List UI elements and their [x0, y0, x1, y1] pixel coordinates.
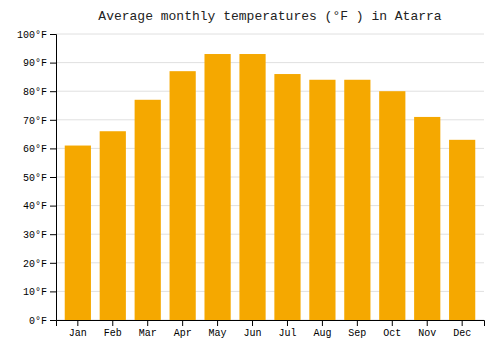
x-tick-mark	[252, 320, 253, 326]
x-tick: Aug	[313, 320, 331, 339]
x-tick: Apr	[174, 320, 192, 339]
y-tick-mark	[50, 63, 56, 64]
bar	[274, 74, 300, 320]
y-tick: 70°F	[23, 116, 56, 127]
x-tick-label: Jun	[244, 328, 262, 339]
x-tick: Mar	[139, 320, 157, 339]
x-tick: Dec	[453, 320, 471, 339]
y-tick-label: 0°F	[29, 316, 47, 327]
y-tick-mark	[50, 177, 56, 178]
y-tick-mark	[50, 263, 56, 264]
x-tick-label: Aug	[313, 328, 331, 339]
y-tick-mark	[50, 34, 56, 35]
bar	[65, 146, 91, 320]
y-tick-mark	[50, 291, 56, 292]
x-tick-mark	[462, 320, 463, 326]
x-tick-label: Jan	[69, 328, 87, 339]
chart-title: Average monthly temperatures (°F ) in At…	[98, 9, 441, 24]
x-tick: Feb	[104, 320, 122, 339]
y-axis-line	[50, 35, 57, 321]
bar	[414, 117, 440, 320]
y-tick: 30°F	[23, 230, 56, 241]
bar	[204, 54, 230, 320]
x-tick-label: Apr	[174, 328, 192, 339]
bar	[170, 71, 196, 320]
x-tick-label: Sep	[348, 328, 366, 339]
x-tick-mark	[427, 320, 428, 326]
x-tick-mark	[357, 320, 358, 326]
y-tick-mark	[50, 148, 56, 149]
y-tick-label: 80°F	[23, 87, 47, 98]
x-tick-mark	[112, 320, 113, 326]
x-tick-label: Mar	[139, 328, 157, 339]
x-tick-mark	[322, 320, 323, 326]
bar	[100, 131, 126, 320]
y-tick: 20°F	[23, 259, 56, 270]
y-tick: 100°F	[17, 30, 56, 41]
grid-line	[56, 91, 484, 92]
x-tick: Oct	[383, 320, 401, 339]
y-tick: 40°F	[23, 201, 56, 212]
bars	[65, 54, 476, 320]
y-tick-label: 100°F	[17, 30, 47, 41]
y-tick: 50°F	[23, 173, 56, 184]
x-tick-mark	[217, 320, 218, 326]
x-tick-label: Nov	[418, 328, 436, 339]
x-tick-label: Oct	[383, 328, 401, 339]
y-tick-label: 90°F	[23, 58, 47, 69]
y-tick-mark	[50, 91, 56, 92]
y-tick: 60°F	[23, 144, 56, 155]
x-tick-mark	[287, 320, 288, 326]
bar	[135, 100, 161, 320]
y-tick: 80°F	[23, 87, 56, 98]
y-tick-label: 10°F	[23, 287, 47, 298]
grid-line	[56, 34, 484, 35]
y-tick-label: 70°F	[23, 116, 47, 127]
bar	[379, 91, 405, 320]
x-axis-line	[57, 321, 485, 327]
x-tick-label: May	[209, 328, 227, 339]
x-tick-mark	[182, 320, 183, 326]
chart-container: Average monthly temperatures (°F ) in At…	[0, 0, 500, 350]
bar	[344, 80, 370, 320]
chart-svg: Average monthly temperatures (°F ) in At…	[0, 0, 500, 350]
y-tick: 10°F	[23, 287, 56, 298]
x-tick: Sep	[348, 320, 366, 339]
x-tick: Jun	[244, 320, 262, 339]
grid	[56, 34, 484, 320]
x-tick: Jul	[278, 320, 296, 339]
y-tick: 90°F	[23, 58, 56, 69]
plot-area: Jan Feb Mar Apr May Jun Jul Aug Sep Oct Nov Dec 0°F 1…	[17, 30, 485, 339]
y-tick-label: 40°F	[23, 201, 47, 212]
y-tick-label: 30°F	[23, 230, 47, 241]
x-tick-label: Jul	[278, 328, 296, 339]
x-tick: Nov	[418, 320, 436, 339]
y-tick-label: 50°F	[23, 173, 47, 184]
y-axis: 0°F 10°F 20°F 30°F 40°F 50°F 60°F 70°F 80°F 90°F 1…	[17, 30, 57, 327]
bar	[309, 80, 335, 320]
bar	[449, 140, 475, 320]
x-tick-label: Feb	[104, 328, 122, 339]
x-tick-mark	[392, 320, 393, 326]
grid-line	[56, 62, 484, 63]
y-tick: 0°F	[29, 316, 56, 327]
x-axis: Jan Feb Mar Apr May Jun Jul Aug Sep Oct Nov Dec	[57, 320, 485, 339]
y-tick-mark	[50, 120, 56, 121]
y-tick-mark	[50, 320, 56, 321]
x-tick-label: Dec	[453, 328, 471, 339]
x-tick: Jan	[69, 320, 87, 339]
y-tick-label: 20°F	[23, 259, 47, 270]
y-tick-label: 60°F	[23, 144, 47, 155]
y-tick-mark	[50, 206, 56, 207]
y-tick-mark	[50, 234, 56, 235]
x-tick-mark	[147, 320, 148, 326]
x-tick: May	[209, 320, 227, 339]
x-tick-mark	[77, 320, 78, 326]
bar	[239, 54, 265, 320]
